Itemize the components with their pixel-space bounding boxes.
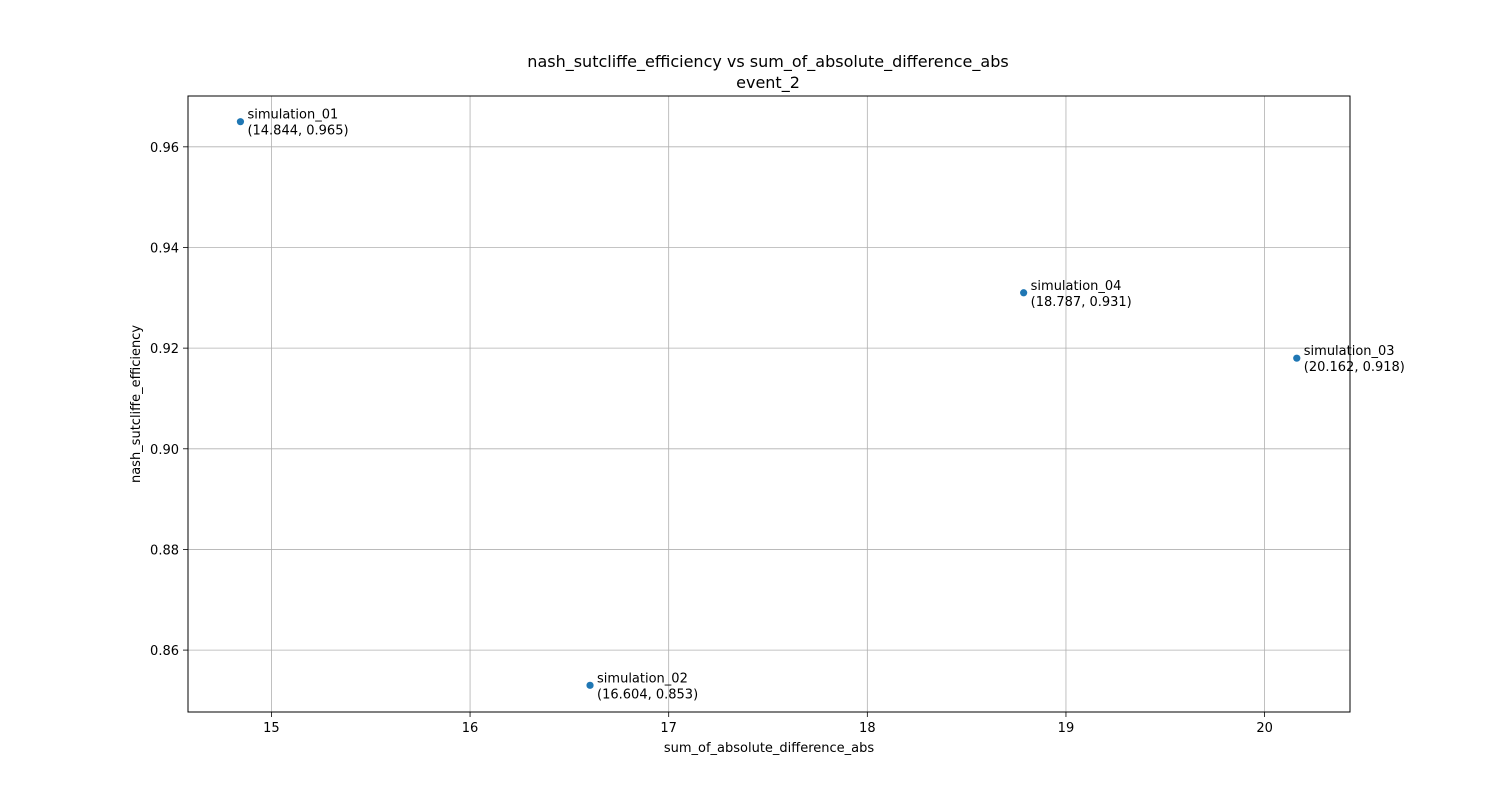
data-points: simulation_01(14.844, 0.965) simulation_0… — [236, 108, 1405, 702]
x-tick-label: 15 — [263, 721, 280, 736]
point-name-label: simulation_03 — [1304, 344, 1395, 359]
x-tick-label: 16 — [462, 721, 479, 736]
x-tick-label: 19 — [1058, 721, 1075, 736]
y-tick-label: 0.94 — [150, 241, 179, 256]
plot-frame — [187, 95, 1351, 713]
point-coord-label: (18.787, 0.931) — [1031, 295, 1132, 310]
x-tick-label: 18 — [859, 721, 876, 736]
point-name-label: simulation_01 — [247, 108, 338, 123]
y-tick-label: 0.96 — [150, 141, 179, 156]
y-tick-label: 0.92 — [150, 342, 179, 357]
x-tick-label: 20 — [1256, 721, 1273, 736]
data-point — [1293, 354, 1301, 362]
point-name-label: simulation_02 — [597, 671, 688, 686]
y-tick-label: 0.86 — [150, 644, 179, 659]
y-axis-label: nash_sutcliffe_efficiency — [129, 325, 144, 483]
data-point — [236, 118, 245, 126]
chart-title: nash_sutcliffe_efficiency vs sum_of_abso… — [527, 52, 1008, 72]
x-axis-label: sum_of_absolute_difference_abs — [664, 741, 875, 756]
point-coord-label: (20.162, 0.918) — [1304, 360, 1405, 375]
y-tick-label: 0.88 — [150, 543, 179, 558]
point-coord-label: (16.604, 0.853) — [597, 687, 698, 702]
data-point — [1020, 289, 1028, 297]
axis-ticks: 15 16 17 18 19 20 0.86 0.88 0.90 0.92 0.94 0.96 — [150, 141, 1273, 736]
point-name-label: simulation_04 — [1031, 279, 1122, 294]
point-coord-label: (14.844, 0.965) — [247, 124, 348, 139]
grid-lines — [188, 96, 1350, 712]
y-tick-label: 0.90 — [150, 443, 179, 458]
x-tick-label: 17 — [660, 721, 677, 736]
chart-subtitle: event_2 — [736, 73, 800, 93]
data-point — [586, 681, 594, 689]
